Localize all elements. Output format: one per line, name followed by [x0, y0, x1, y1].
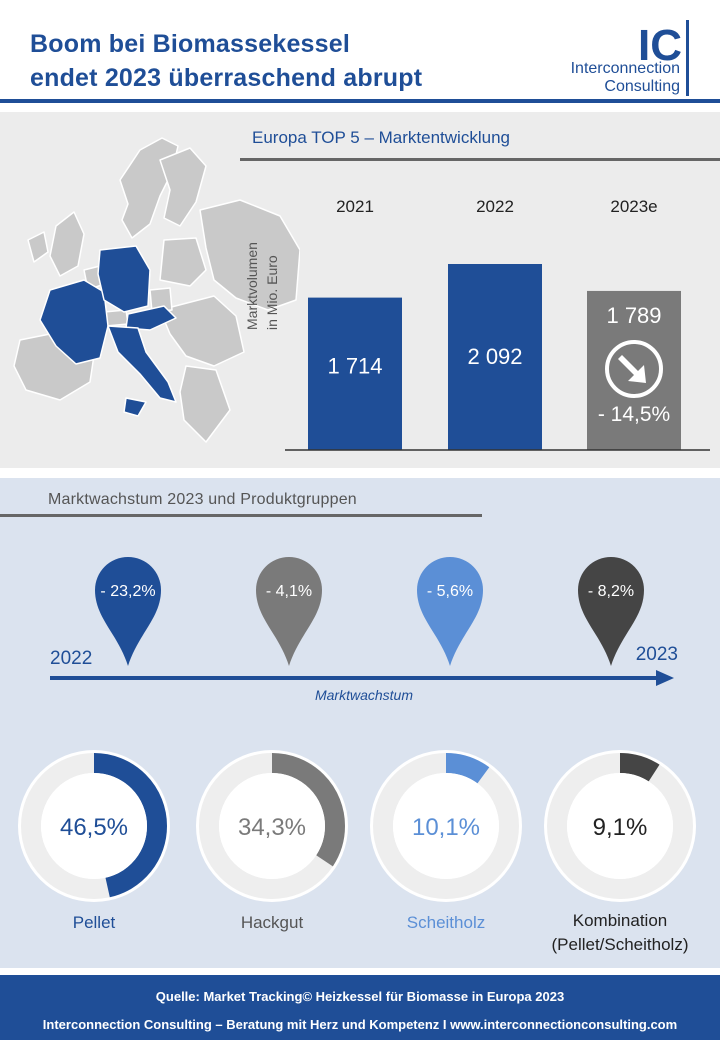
growth-pin-kombination: - 8,2%: [578, 557, 644, 666]
page-title-line-1: Boom bei Biomassekessel: [30, 30, 351, 58]
timeline-label: Marktwachstum: [315, 687, 413, 703]
growth-pin-hackgut: - 4,1%: [256, 557, 322, 666]
bar-chart: 2021 1 714 2022 2 092 2023e 1 789 - 14,5%: [285, 197, 710, 451]
donut-category-label: Scheitholz: [407, 913, 485, 932]
growth-section-title: Marktwachstum 2023 und Produktgruppen: [48, 491, 357, 508]
map-region-austria: [125, 305, 177, 331]
donut-category-label: (Pellet/Scheitholz): [551, 935, 688, 954]
growth-pin-label: - 4,1%: [266, 583, 312, 600]
map-region-sicily: [123, 397, 147, 417]
donut-category-label: Kombination: [573, 911, 668, 930]
growth-pin-scheitholz: - 5,6%: [417, 557, 483, 666]
growth-pin-pellet: - 23,2%: [95, 557, 161, 666]
donut-segment: [547, 753, 693, 899]
donut-value-label: 46,5%: [60, 814, 128, 841]
growth-section-divider: [0, 514, 482, 517]
bar-category-label: 2021: [336, 197, 374, 216]
bar-2022: [448, 264, 542, 450]
arrow-down-right-icon: [605, 339, 663, 398]
bar-value-label: 1 714: [327, 354, 382, 379]
bar-2021: [308, 297, 402, 450]
map-region-balkans-north: [159, 295, 245, 367]
market-section-title: Europa TOP 5 – Marktentwicklung: [252, 128, 510, 147]
map-region-finland: [159, 147, 207, 227]
bar-value-label: 2 092: [467, 344, 522, 369]
logo-icon: IC: [638, 22, 682, 64]
logo-mark: IC: [638, 22, 682, 64]
donut-segment: [21, 753, 167, 899]
timeline-start: 2022: [50, 648, 92, 669]
header: Boom bei Biomassekessel endet 2023 überr…: [0, 0, 720, 104]
donut-category-label: Pellet: [73, 913, 116, 932]
growth-pin-label: - 8,2%: [588, 583, 634, 600]
map-region-czech: [149, 287, 173, 313]
donut-category-label: Hackgut: [241, 913, 304, 932]
growth-timeline: - 23,2% - 4,1% - 5,6% - 8,2% 2022 2023 Marktwa…: [50, 557, 678, 703]
logo-text-line-1: Interconnection: [570, 60, 680, 77]
bar-value-label: 1 789: [606, 303, 661, 328]
map-region-italy: [107, 325, 177, 403]
header-divider: [0, 99, 720, 103]
map-region-balkans-south: [179, 365, 231, 443]
donut-segment: [373, 753, 519, 899]
europe-map-icon: [13, 137, 300, 443]
growth-pin-label: - 5,6%: [427, 583, 473, 600]
share-donut-3: 10,1% Scheitholz: [370, 750, 522, 932]
share-donuts: 46,5% Pellet 34,3% Hackgut 10,1% Scheitholz 9,…: [18, 750, 696, 954]
logo-text-line-2: Consulting: [604, 78, 680, 95]
bar-category-label: 2023e: [610, 197, 657, 216]
bar-annotation: - 14,5%: [598, 403, 670, 426]
share-donut-2: 34,3% Hackgut: [196, 750, 348, 932]
timeline-arrow-head: [656, 670, 674, 686]
donut-value-label: 10,1%: [412, 814, 480, 841]
donut-value-label: 34,3%: [238, 814, 306, 841]
donut-segment: [199, 753, 345, 899]
share-donut-1: 46,5% Pellet: [18, 750, 170, 932]
map-region-baltic: [159, 237, 207, 287]
footer-source: Quelle: Market Tracking© Heizkessel für …: [155, 989, 565, 1004]
growth-pin-label: - 23,2%: [100, 583, 155, 600]
timeline-end: 2023: [636, 644, 678, 665]
footer: Quelle: Market Tracking© Heizkessel für …: [0, 975, 720, 1040]
map-region-ireland: [27, 231, 49, 263]
map-region-germany: [97, 245, 151, 313]
market-section-divider: [240, 158, 720, 161]
share-donut-4: 9,1% Kombination (Pellet/Scheitholz): [544, 750, 696, 954]
logo-bar: [686, 20, 689, 96]
map-region-east: [199, 199, 300, 311]
page-title-line-2: endet 2023 überraschend abrupt: [30, 64, 423, 92]
footer-tagline: Interconnection Consulting – Beratung mi…: [42, 1017, 678, 1032]
bar-category-label: 2022: [476, 197, 514, 216]
map-region-uk: [49, 211, 85, 277]
map-region-france: [39, 279, 109, 365]
donut-value-label: 9,1%: [593, 814, 648, 841]
